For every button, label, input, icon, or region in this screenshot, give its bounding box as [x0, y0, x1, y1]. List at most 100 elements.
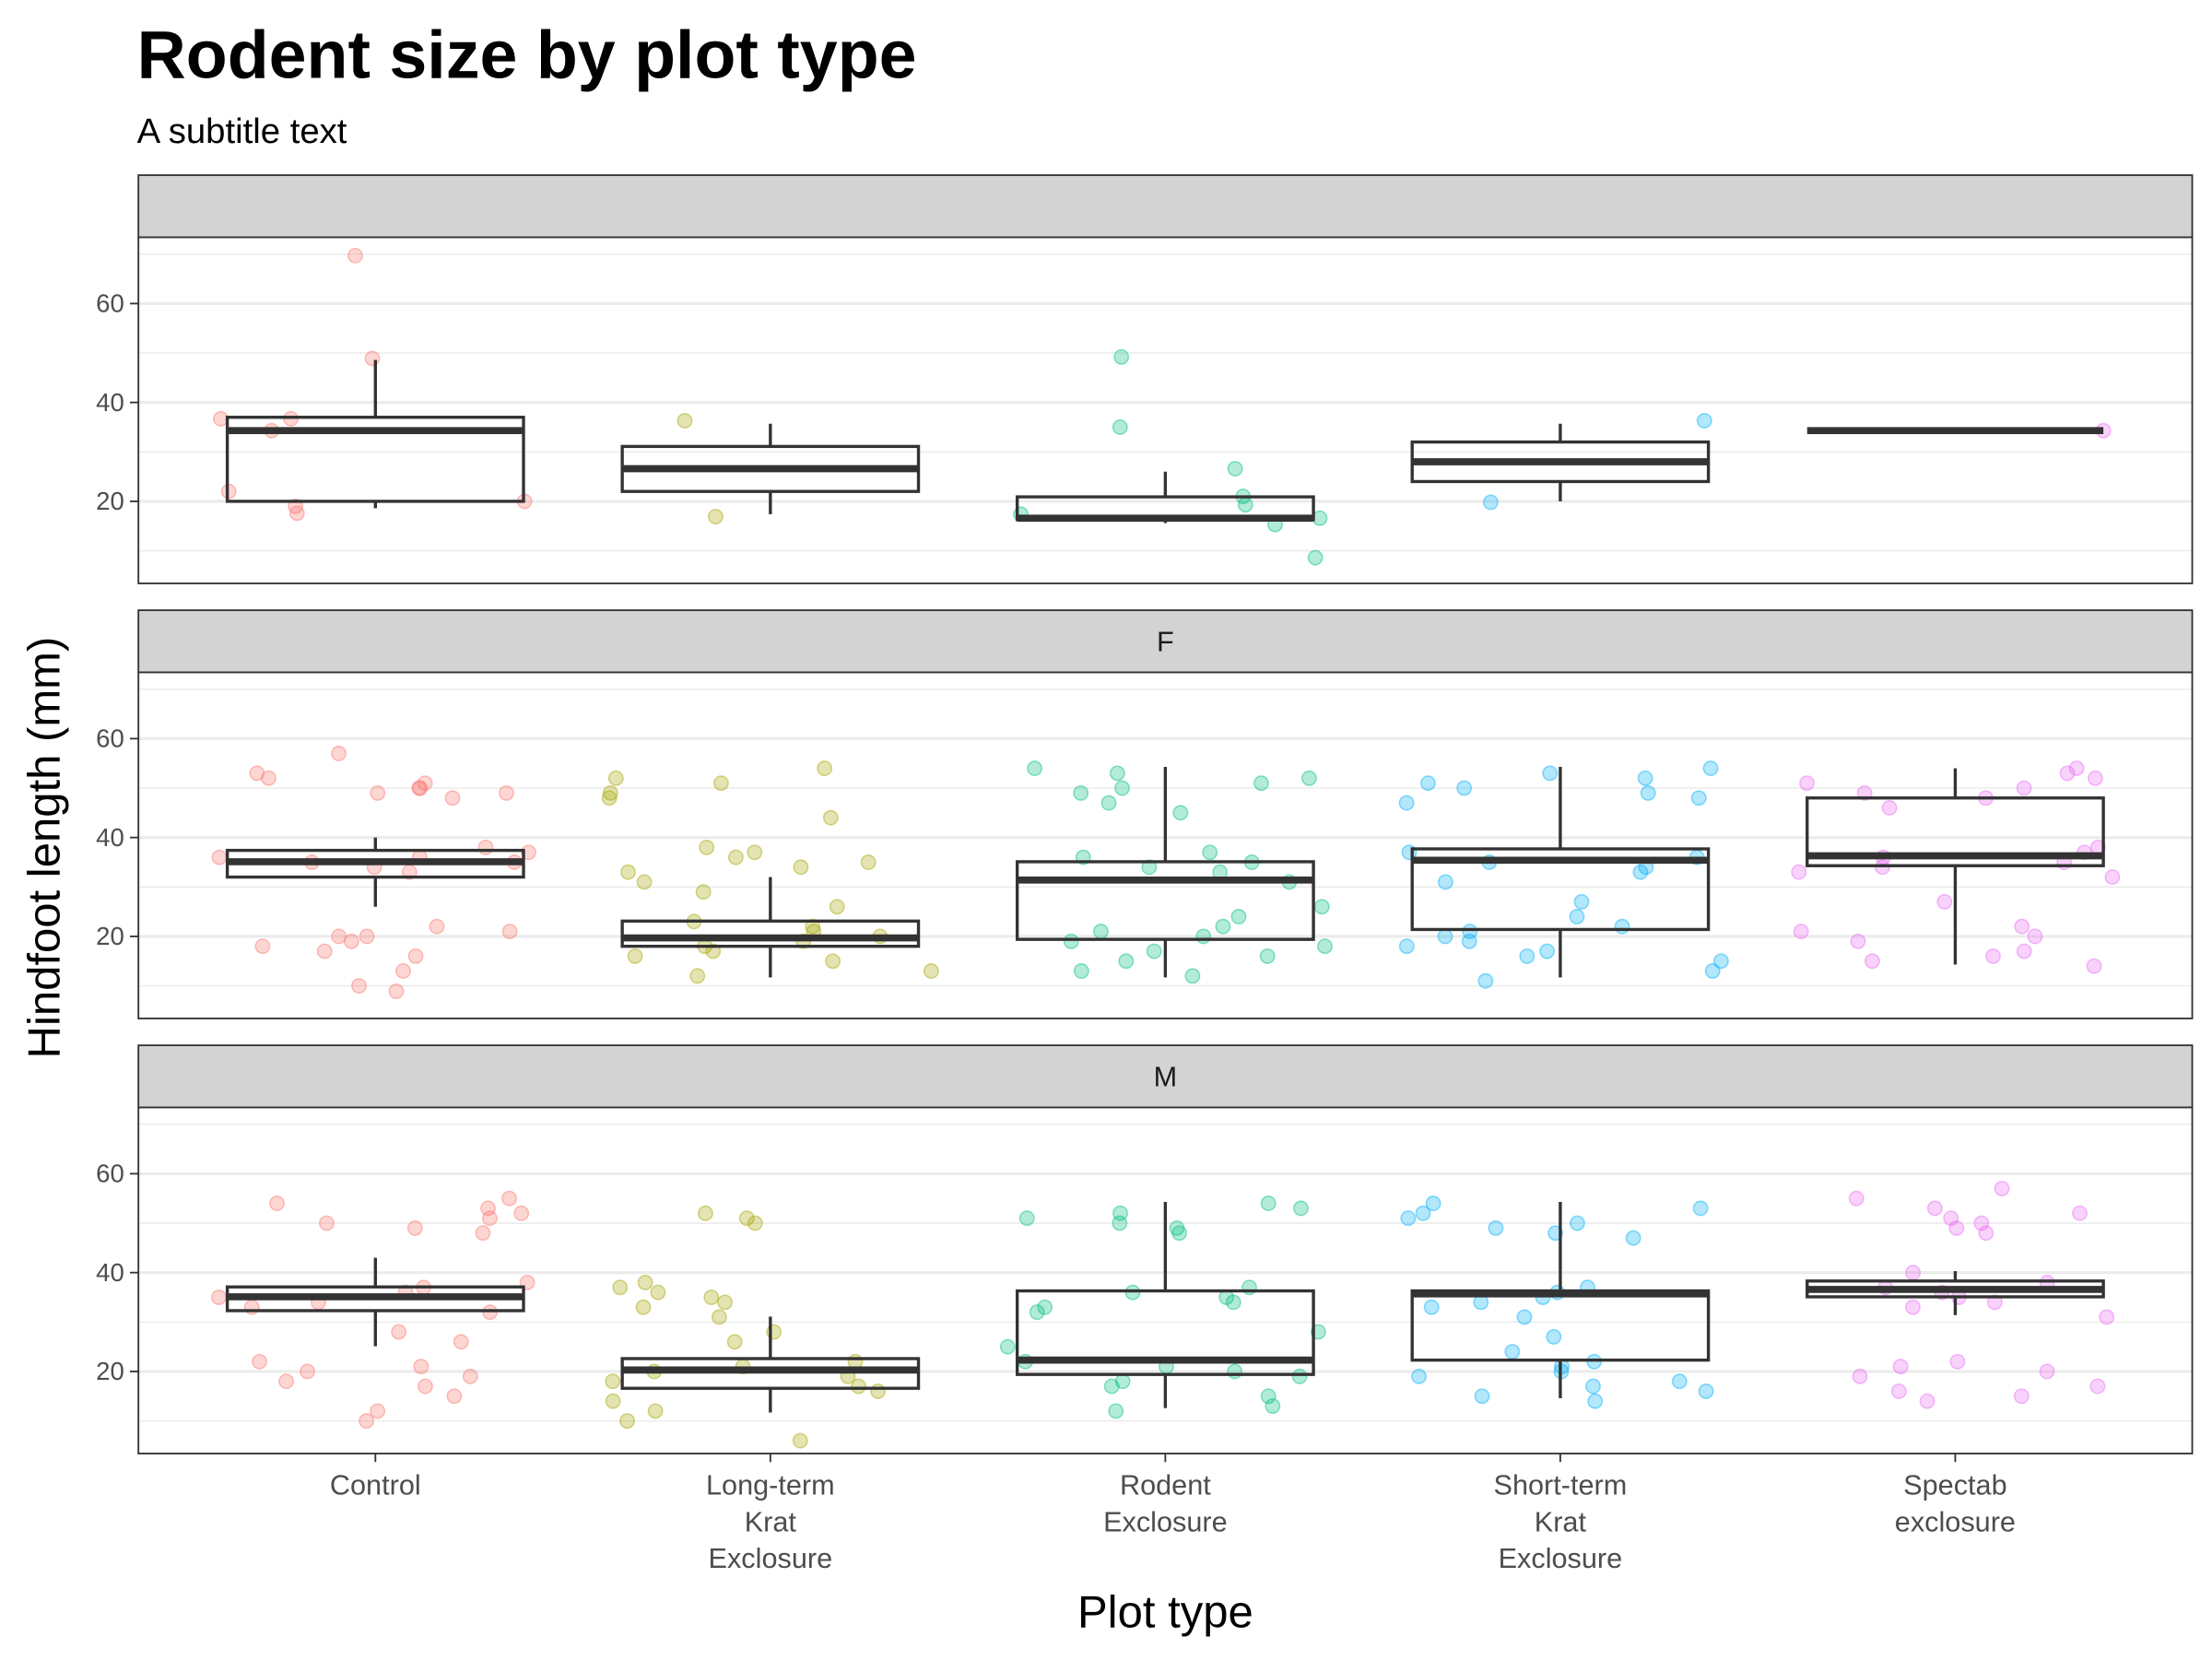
data-point	[1943, 1210, 1959, 1227]
data-point	[269, 1195, 285, 1212]
data-point	[1985, 948, 2001, 964]
data-point	[252, 1353, 267, 1370]
data-point	[319, 1215, 335, 1231]
data-point	[1704, 963, 1721, 979]
data-point	[1108, 1403, 1124, 1419]
y-tick-label: 40	[96, 823, 124, 852]
data-point	[1690, 790, 1707, 806]
data-point	[501, 1190, 518, 1207]
data-point	[2027, 928, 2043, 945]
y-tick-label: 20	[96, 487, 124, 515]
data-point	[726, 1334, 743, 1350]
chart-title: Rodent size by plot type	[137, 16, 917, 92]
box	[620, 919, 921, 948]
y-tick-label: 40	[96, 1258, 124, 1287]
data-point	[1539, 943, 1556, 960]
data-point	[1926, 1200, 1943, 1217]
data-point	[1169, 1219, 1185, 1236]
data-point	[1027, 760, 1043, 776]
data-point	[601, 790, 618, 806]
data-point	[1573, 893, 1590, 910]
data-point	[1632, 864, 1649, 880]
data-point	[1614, 918, 1630, 935]
data-point	[1504, 1344, 1521, 1360]
data-point	[708, 509, 724, 524]
data-point	[1172, 805, 1189, 821]
box	[1410, 847, 1711, 932]
data-point	[1919, 1393, 1936, 1409]
data-point	[1227, 1363, 1243, 1380]
data-point	[1195, 928, 1212, 945]
data-point	[1949, 1353, 1966, 1370]
data-point	[636, 874, 653, 890]
data-point	[2086, 958, 2102, 974]
x-tick-label: Control	[329, 1470, 421, 1502]
data-point	[1702, 760, 1719, 776]
data-point	[406, 1219, 423, 1236]
data-point	[1437, 874, 1453, 890]
data-point	[1799, 775, 1815, 792]
y-tick-label: 20	[96, 922, 124, 950]
data-point	[417, 775, 433, 792]
data-point	[347, 247, 363, 264]
data-point	[1905, 1265, 1922, 1281]
data-point	[829, 899, 845, 915]
facet-strip	[137, 1044, 2194, 1109]
data-point	[1696, 413, 1712, 429]
data-point	[1477, 972, 1494, 989]
data-point	[1260, 1388, 1277, 1405]
data-point	[1587, 1393, 1604, 1409]
data-point	[481, 1210, 498, 1227]
data-point	[331, 746, 347, 761]
data-point	[370, 784, 386, 801]
data-point	[1313, 899, 1330, 915]
data-point	[1482, 494, 1499, 511]
data-point	[650, 1284, 666, 1301]
data-point	[602, 784, 618, 801]
data-point	[343, 933, 359, 949]
data-point	[870, 1383, 887, 1399]
data-point	[695, 884, 712, 901]
data-point	[612, 1279, 629, 1296]
x-tick-label: Rodent Exclosure	[1103, 1470, 1228, 1538]
data-point	[1293, 1200, 1309, 1217]
data-point	[1890, 1383, 1907, 1399]
data-point	[1400, 1210, 1417, 1227]
data-point	[359, 928, 375, 945]
data-point	[331, 928, 347, 945]
data-point	[359, 1413, 375, 1430]
data-point	[1184, 968, 1201, 984]
data-point	[851, 1378, 866, 1395]
data-point	[1462, 924, 1478, 940]
data-point	[1881, 800, 1898, 816]
data-point	[747, 844, 763, 861]
data-point	[703, 1289, 720, 1305]
data-point	[1073, 784, 1089, 801]
data-point	[2014, 918, 2030, 935]
data-point	[727, 849, 744, 865]
data-point	[1420, 775, 1436, 792]
data-point	[825, 953, 841, 970]
data-point	[620, 864, 636, 880]
data-point	[501, 924, 518, 940]
facet-label: M	[1154, 1062, 1178, 1093]
data-point	[446, 1388, 463, 1405]
data-point	[2059, 765, 2076, 782]
data-point	[1542, 765, 1559, 782]
data-point	[1141, 859, 1158, 876]
data-point	[699, 839, 715, 855]
data-point	[1225, 1294, 1241, 1311]
data-point	[395, 963, 411, 979]
data-point	[1103, 1378, 1120, 1395]
data-point	[689, 968, 706, 984]
data-point	[1109, 765, 1125, 782]
data-point	[1848, 1190, 1865, 1207]
data-point	[2068, 760, 2085, 776]
data-point	[2039, 1363, 2055, 1380]
data-point	[1516, 1309, 1533, 1325]
panel-border	[137, 671, 2194, 1019]
data-point	[499, 784, 514, 801]
data-point	[1112, 1215, 1128, 1231]
data-point	[418, 1378, 433, 1395]
